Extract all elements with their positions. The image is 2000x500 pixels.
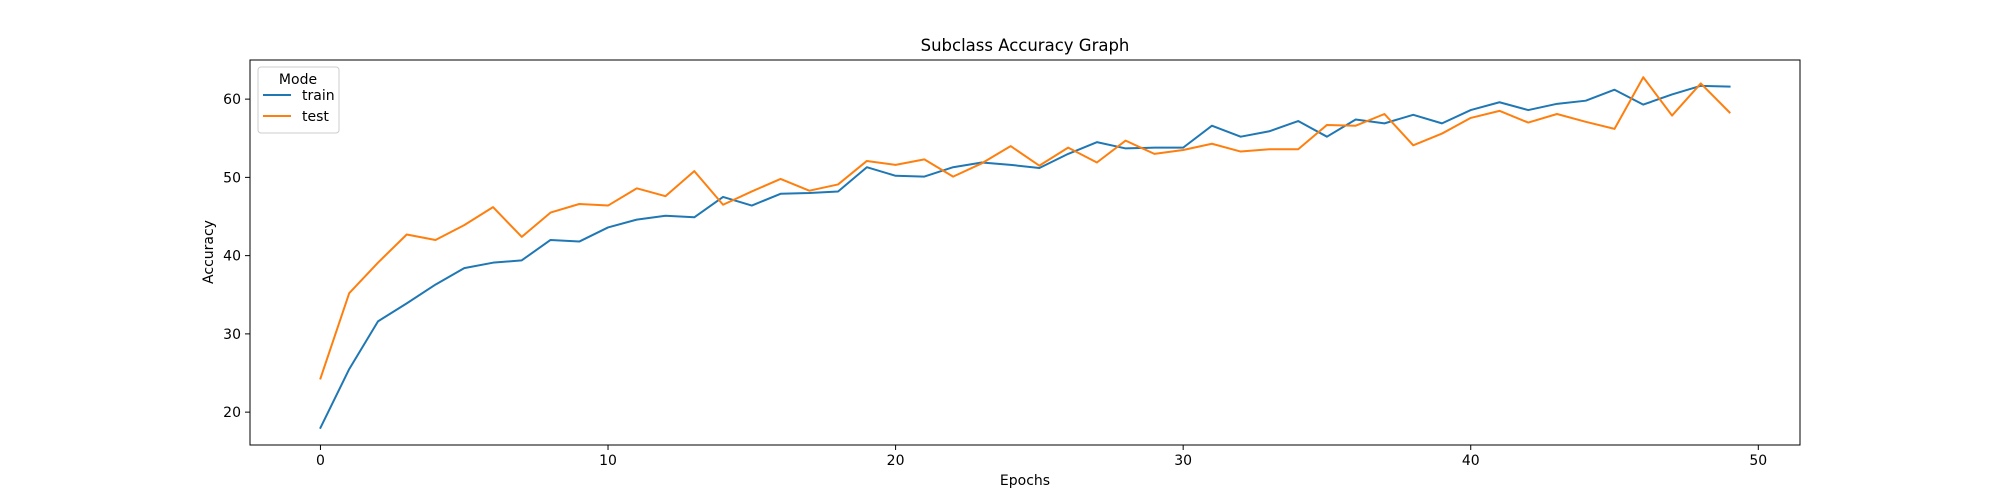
legend-label-train: train: [302, 88, 335, 104]
x-tick-label: 20: [887, 453, 905, 469]
y-axis-label: Accuracy: [201, 220, 217, 284]
plot-frame: [249, 59, 1801, 446]
series-line-test: [319, 76, 1731, 380]
legend-title: Mode: [279, 72, 317, 88]
series-layer: [319, 76, 1731, 430]
legend-label-test: test: [302, 109, 329, 125]
y-tick-label: 20: [223, 405, 241, 421]
series-line-train: [319, 84, 1731, 430]
x-tick-label: 50: [1749, 453, 1767, 469]
y-tick-label: 60: [223, 92, 241, 108]
y-tick-label: 50: [223, 170, 241, 186]
x-axis: 0 10 20 30 40 50: [316, 445, 1767, 469]
y-axis: 20 30 40 50 60: [223, 92, 250, 421]
y-tick-label: 30: [223, 327, 241, 343]
legend: Mode train test: [257, 66, 340, 134]
x-tick-label: 0: [316, 453, 325, 469]
x-tick-label: 30: [1174, 453, 1192, 469]
chart-title: Subclass Accuracy Graph: [921, 36, 1130, 55]
y-tick-label: 40: [223, 249, 241, 265]
x-tick-label: 40: [1462, 453, 1480, 469]
x-axis-label: Epochs: [1000, 473, 1050, 489]
x-tick-label: 10: [599, 453, 617, 469]
